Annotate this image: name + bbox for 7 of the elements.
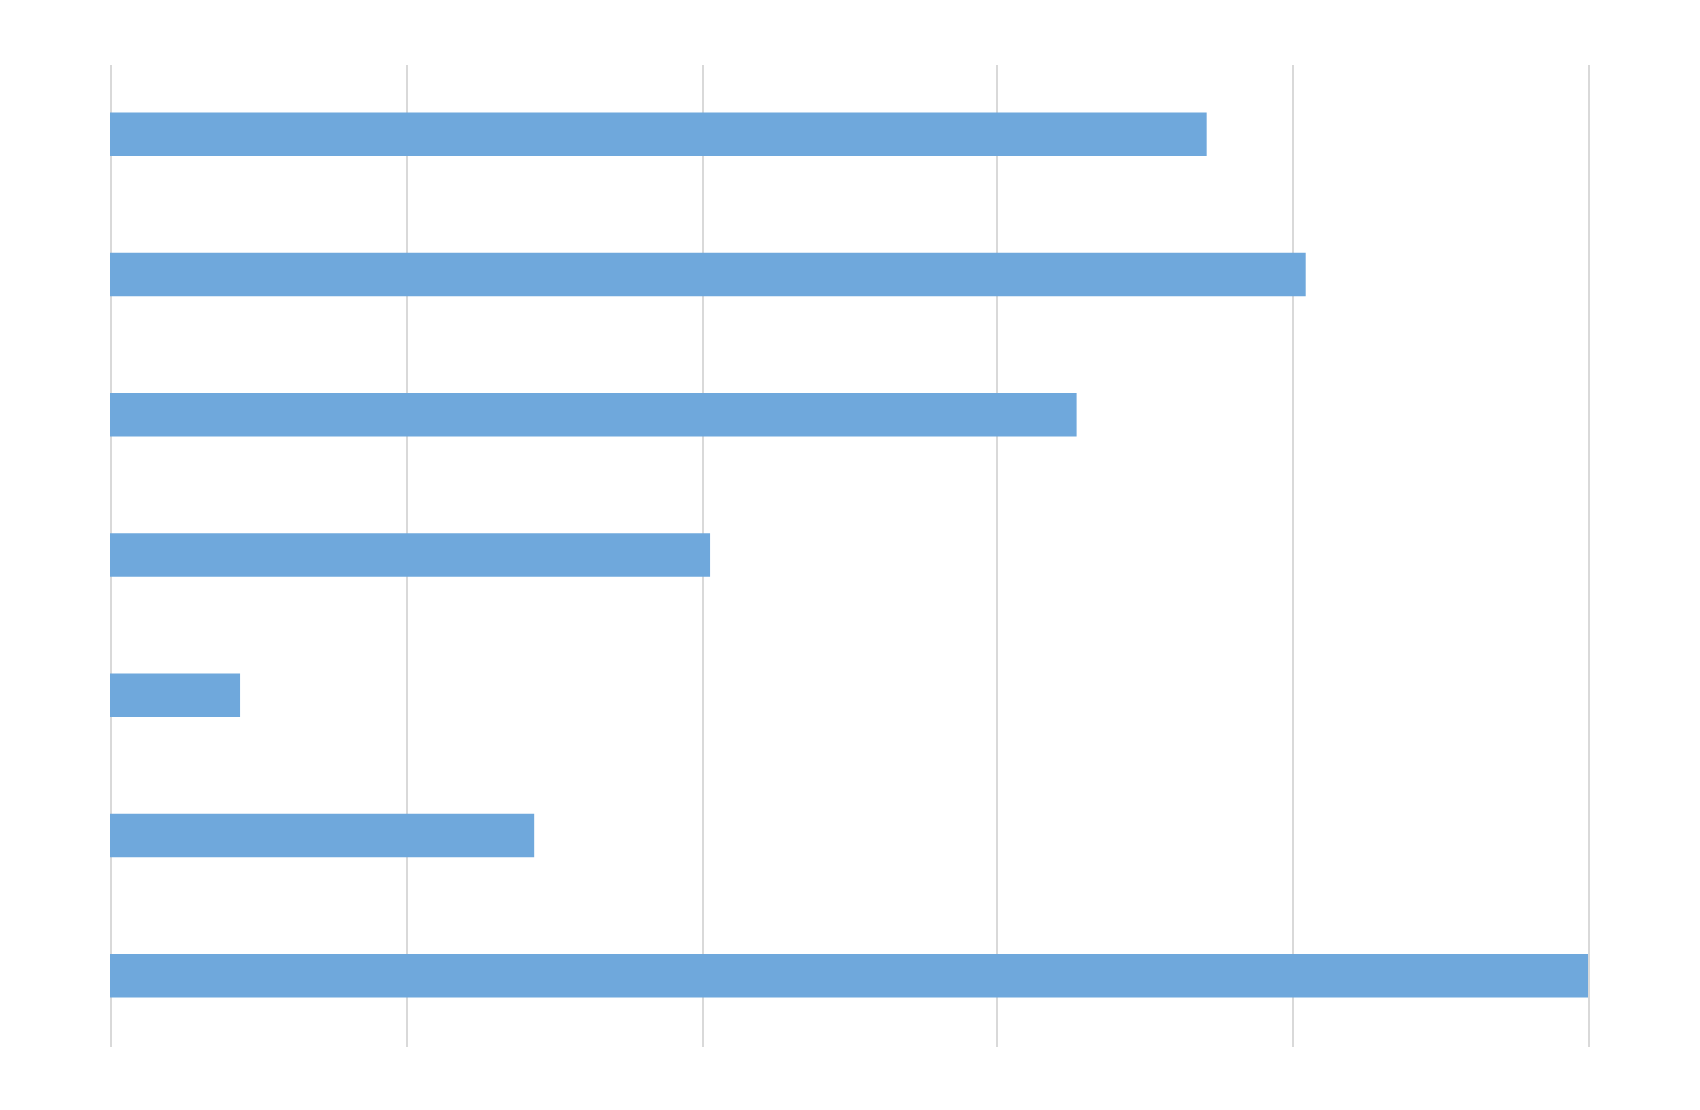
bar xyxy=(110,954,1588,998)
bar xyxy=(110,813,535,858)
bar xyxy=(110,533,711,577)
bar xyxy=(110,252,1306,297)
bar xyxy=(110,673,241,718)
bar xyxy=(110,112,1207,156)
bar xyxy=(110,392,1077,437)
